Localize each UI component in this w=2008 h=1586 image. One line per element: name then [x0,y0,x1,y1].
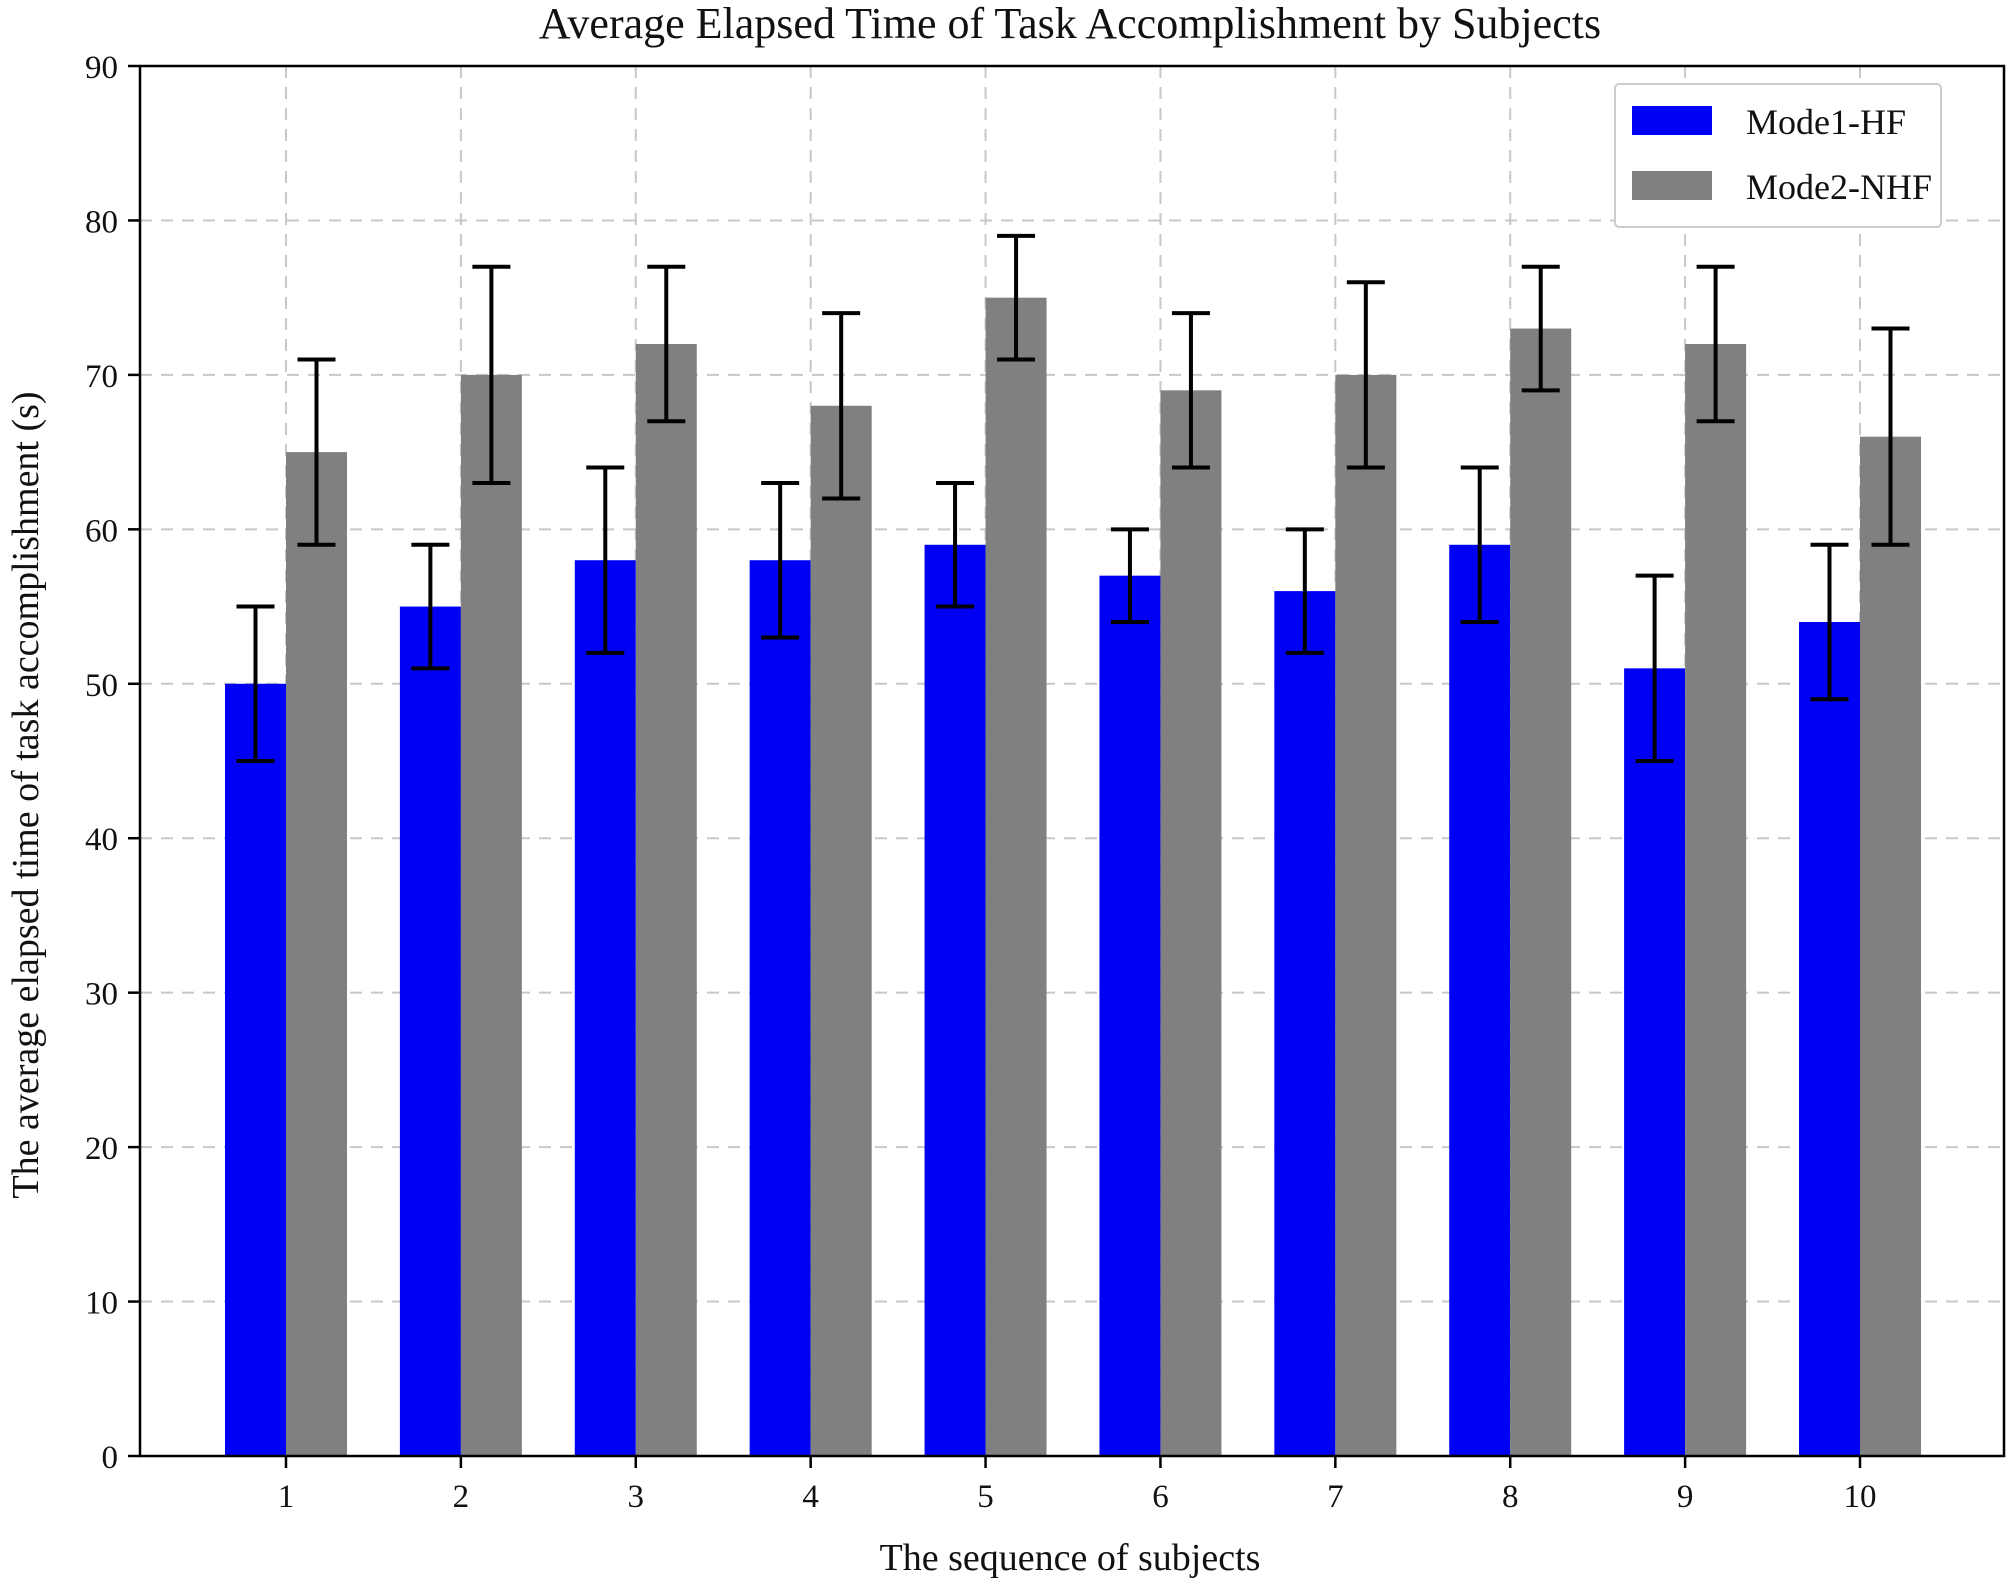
x-axis-ticks: 1 2 3 4 5 6 7 8 9 10 [278,1456,1877,1515]
y-tick-label: 20 [85,1131,118,1167]
x-axis-label: The sequence of subjects [880,1537,1261,1579]
bar-series-2-subject-4 [810,405,872,1456]
y-tick-label: 0 [102,1440,119,1476]
bar-series-1-subject-9 [1624,668,1686,1456]
bar-series-1-subject-8 [1449,544,1511,1456]
legend-label-mode2: Mode2-NHF [1746,167,1932,207]
y-tick-label: 10 [85,1286,118,1322]
y-axis-label: The average elapsed time of task accompl… [5,391,47,1198]
x-tick-label: 7 [1327,1479,1344,1515]
legend-swatch-mode1 [1632,106,1712,135]
x-tick-label: 3 [628,1479,645,1515]
bar-series-1-subject-6 [1099,575,1161,1456]
bar-series-2-subject-7 [1335,374,1397,1456]
legend-swatch-mode2 [1632,171,1712,200]
chart-title: Average Elapsed Time of Task Accomplishm… [539,0,1601,48]
y-tick-label: 50 [85,668,118,704]
bar-series-2-subject-6 [1160,390,1222,1456]
x-tick-label: 5 [977,1479,994,1515]
bars [225,297,1921,1457]
y-axis-ticks: 0 10 20 30 40 50 60 70 80 90 [85,50,140,1476]
y-tick-label: 40 [85,822,118,858]
bar-series-1-subject-1 [225,683,286,1456]
bar-series-2-subject-3 [635,344,697,1456]
x-tick-label: 10 [1844,1479,1877,1515]
bar-series-1-subject-7 [1274,591,1336,1456]
bar-series-2-subject-2 [460,374,522,1456]
bar-series-1-subject-5 [924,544,986,1456]
y-tick-label: 90 [85,50,118,86]
bar-series-2-subject-10 [1860,436,1921,1457]
y-tick-label: 60 [85,513,118,549]
bar-series-2-subject-9 [1685,344,1747,1456]
bar-series-2-subject-8 [1510,328,1572,1456]
x-tick-label: 1 [278,1479,295,1515]
y-tick-label: 70 [85,359,118,395]
legend-label-mode1: Mode1-HF [1746,102,1906,142]
x-tick-label: 8 [1502,1479,1519,1515]
bar-series-1-subject-2 [399,606,461,1456]
y-tick-label: 30 [85,977,118,1013]
y-tick-label: 80 [85,204,118,240]
bar-series-1-subject-10 [1799,622,1860,1456]
bar-series-2-subject-5 [985,297,1047,1457]
plot-frame [138,64,2006,1458]
bar-series-1-subject-3 [574,560,636,1456]
legend: Mode1-HF Mode2-NHF [1614,83,1942,228]
x-tick-label: 9 [1677,1479,1694,1515]
bar-series-1-subject-4 [749,560,811,1456]
x-tick-label: 2 [453,1479,470,1515]
x-tick-label: 6 [1152,1479,1169,1515]
error-bars [236,233,1910,763]
bar-series-2-subject-1 [286,452,347,1457]
x-tick-label: 4 [802,1479,819,1515]
